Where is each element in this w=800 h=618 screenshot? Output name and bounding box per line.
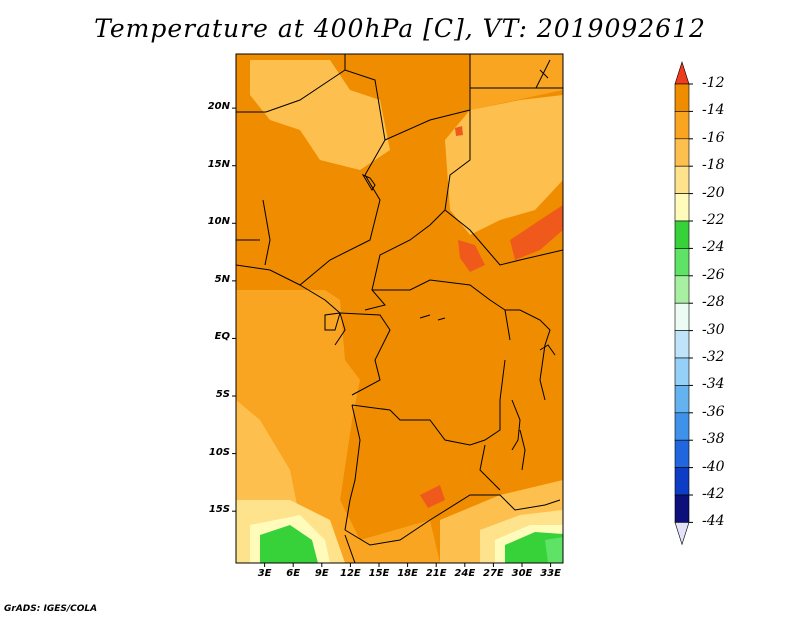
lon-label: 21E (425, 568, 447, 579)
lon-label: 30E (511, 568, 533, 579)
colorbar-swatch (674, 193, 690, 222)
colorbar-bottom-arrow (674, 522, 690, 546)
lon-label: 24E (454, 568, 476, 579)
colorbar-label: -24 (702, 239, 725, 256)
colorbar-label: -18 (702, 157, 725, 174)
colorbar-label: -38 (702, 431, 725, 448)
country-borders (236, 54, 563, 563)
colorbar-label: -26 (702, 266, 725, 283)
colorbar-swatch (674, 385, 690, 414)
colorbar (674, 61, 693, 546)
field-hot-central (458, 240, 485, 272)
lon-label: 6E (286, 568, 301, 579)
lat-label: 10N (207, 216, 230, 228)
colorbar-label: -34 (702, 376, 725, 393)
colorbar-label: -36 (702, 403, 725, 420)
lat-label: 5N (214, 273, 230, 285)
colorbar-swatch (674, 494, 690, 523)
lon-label: 27E (483, 568, 504, 579)
field-cool-east (445, 95, 563, 235)
field-lightgreen-southeast (545, 537, 563, 563)
plot-frame (235, 53, 564, 564)
colorbar-label: -28 (702, 294, 725, 311)
temperature-field (236, 54, 563, 563)
map-title: Temperature at 400hPa [C], VT: 201909261… (94, 14, 706, 43)
colorbar-label: -16 (702, 129, 725, 146)
colorbar-swatch (674, 330, 690, 359)
lon-label: 9E (314, 568, 329, 579)
lat-label: 20N (207, 101, 230, 113)
field-hot-angola (420, 485, 445, 508)
colorbar-swatch (674, 220, 690, 249)
colorbar-swatch (674, 83, 690, 112)
colorbar-label: -20 (702, 184, 725, 201)
colorbar-swatch (674, 302, 690, 331)
lat-label: 5S (215, 389, 230, 401)
lon-label: 15E (368, 568, 390, 579)
lat-label: EQ (214, 331, 230, 343)
colorbar-label: -32 (702, 349, 725, 365)
colorbar-swatch (674, 165, 690, 194)
colorbar-swatch (674, 111, 690, 140)
lon-label: 12E (340, 568, 361, 579)
colorbar-swatch (674, 467, 690, 496)
colorbar-swatch (674, 439, 690, 468)
colorbar-swatch (674, 248, 690, 277)
field-hot-sudan (510, 205, 563, 260)
colorbar-swatch (674, 138, 690, 167)
field-green-southwest (260, 525, 318, 563)
grads-credit: GrADS: IGES/COLA (4, 604, 98, 614)
colorbar-label: -42 (702, 486, 725, 502)
lon-label: 18E (397, 568, 418, 579)
field-hot-north (455, 126, 463, 136)
colorbar-label: -40 (702, 458, 725, 475)
field-cool-west-coast-2 (236, 400, 300, 520)
colorbar-swatch (674, 275, 690, 304)
lat-label: 10S (208, 446, 230, 458)
colorbar-label: -22 (702, 212, 725, 228)
lon-label: 3E (257, 568, 272, 579)
colorbar-label: -12 (702, 75, 725, 91)
lat-label: 15N (207, 158, 230, 170)
colorbar-swatch (674, 357, 690, 386)
colorbar-swatch (674, 412, 690, 441)
field-cool-sahara (250, 60, 390, 170)
colorbar-label: -44 (702, 513, 725, 530)
field-warm-northwest (236, 170, 365, 270)
colorbar-label: -30 (702, 321, 725, 338)
colorbar-top-arrow (674, 61, 690, 85)
colorbar-label: -14 (702, 102, 725, 119)
lat-label: 15S (208, 504, 230, 516)
lon-label: 33E (540, 568, 561, 579)
axis-ticks (232, 107, 552, 567)
